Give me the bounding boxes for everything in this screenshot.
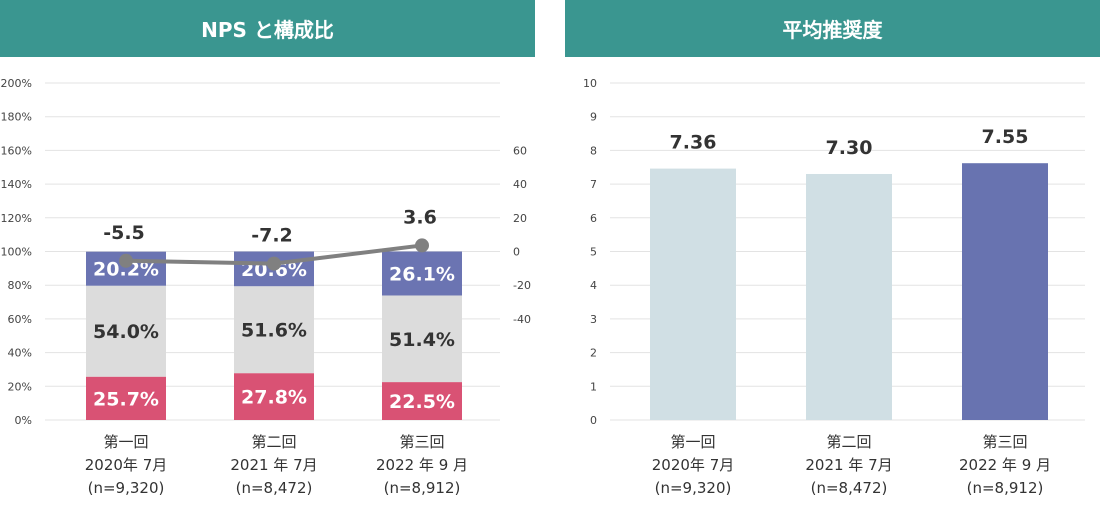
segment-label: 51.6%	[241, 320, 307, 342]
nps-value-label: -7.2	[251, 225, 293, 247]
segment-label: 51.4%	[389, 329, 455, 351]
avg-chart-title: 平均推奨度	[565, 0, 1100, 57]
y-tick-label: 1	[590, 380, 597, 393]
segment-label: 54.0%	[93, 321, 159, 343]
y-tick-label: 7	[590, 178, 597, 191]
category-label: (n=8,472)	[236, 479, 313, 497]
nps-chart-title: NPS と構成比	[0, 0, 535, 57]
category-label: 2021 年 7月	[230, 456, 317, 474]
y-tick-label: 9	[590, 111, 597, 124]
y2-tick-label: -20	[513, 279, 531, 292]
y-tick-label: 4	[590, 279, 597, 292]
y2-tick-label: -40	[513, 313, 531, 326]
category-label: (n=8,912)	[384, 479, 461, 497]
y-tick-label: 100%	[1, 246, 32, 259]
stacked-bar-segment	[382, 251, 462, 296]
segment-label: 20.2%	[93, 259, 159, 281]
bar-value-label: 7.36	[670, 132, 717, 154]
nps-chart: 0% 20% 40% 60% 80% 100% 120% 140% 160% 180% 200% -4…	[1, 77, 531, 497]
stacked-bar-segment	[382, 382, 462, 420]
category-label: 第二回	[826, 433, 871, 451]
category-label: (n=9,320)	[88, 479, 165, 497]
nps-panel: NPS と構成比 0% 20% 40% 60% 80% 100% 120% 140% 160% 1…	[0, 0, 535, 518]
y2-tick-label: 20	[513, 212, 527, 225]
category-label: 2020年 7月	[85, 456, 168, 474]
y-tick-label: 20%	[8, 380, 32, 393]
stacked-bar-segment	[382, 295, 462, 383]
avg-panel: 平均推奨度 0 1 2 3 4 5 6 7 8 9 10 7.36 第一回 2020年 7月 (n=9,32…	[565, 0, 1100, 518]
segment-label: 22.5%	[389, 391, 455, 413]
stacked-bar-segment	[86, 376, 166, 420]
category-label: 第二回	[251, 433, 296, 451]
y-tick-label: 140%	[1, 178, 32, 191]
category-label: 2020年 7月	[652, 456, 735, 474]
y-tick-label: 8	[590, 144, 597, 157]
category-label: 2021 年 7月	[805, 456, 892, 474]
category-label: 2022 年 9 月	[959, 456, 1051, 474]
y2-tick-label: 0	[513, 246, 520, 259]
avg-bar	[806, 173, 892, 420]
y-tick-label: 180%	[1, 111, 32, 124]
segment-label: 25.7%	[93, 388, 159, 410]
stacked-bar-segment	[86, 285, 166, 377]
bar-value-label: 7.55	[982, 126, 1029, 148]
bar-value-label: 7.30	[826, 137, 873, 159]
category-label: 第三回	[399, 433, 444, 451]
y-tick-label: 5	[590, 246, 597, 259]
stacked-bar-segment	[234, 286, 314, 374]
nps-value-label: -5.5	[103, 222, 145, 244]
y-tick-label: 0%	[15, 414, 32, 427]
y-tick-label: 200%	[1, 77, 32, 90]
y-tick-label: 0	[590, 414, 597, 427]
y-tick-label: 3	[590, 313, 597, 326]
category-label: 第一回	[670, 433, 715, 451]
y-tick-label: 40%	[8, 347, 32, 360]
y-tick-label: 60%	[8, 313, 32, 326]
y2-tick-label: 60	[513, 144, 527, 157]
segment-label: 27.8%	[241, 387, 307, 409]
nps-point	[415, 238, 429, 253]
nps-value-label: 3.6	[403, 206, 437, 228]
y-tick-label: 120%	[1, 212, 32, 225]
y-tick-label: 2	[590, 347, 597, 360]
y-tick-label: 80%	[8, 279, 32, 292]
stacked-bar-segment	[234, 373, 314, 420]
avg-bar	[650, 168, 736, 420]
y-tick-label: 10	[583, 77, 597, 90]
avg-bar	[962, 163, 1048, 420]
category-label: (n=8,912)	[967, 479, 1044, 497]
y2-tick-label: 40	[513, 178, 527, 191]
y-tick-label: 6	[590, 212, 597, 225]
y-tick-label: 160%	[1, 144, 32, 157]
category-label: 第一回	[103, 433, 148, 451]
category-label: (n=9,320)	[655, 479, 732, 497]
category-label: (n=8,472)	[811, 479, 888, 497]
segment-label: 26.1%	[389, 263, 455, 285]
category-label: 第三回	[982, 433, 1027, 451]
category-label: 2022 年 9 月	[376, 456, 468, 474]
nps-point	[119, 253, 133, 268]
nps-point	[267, 256, 281, 271]
avg-chart: 0 1 2 3 4 5 6 7 8 9 10 7.36 第一回 2020年 7月 (n=9,320) 7.30…	[583, 77, 1085, 497]
